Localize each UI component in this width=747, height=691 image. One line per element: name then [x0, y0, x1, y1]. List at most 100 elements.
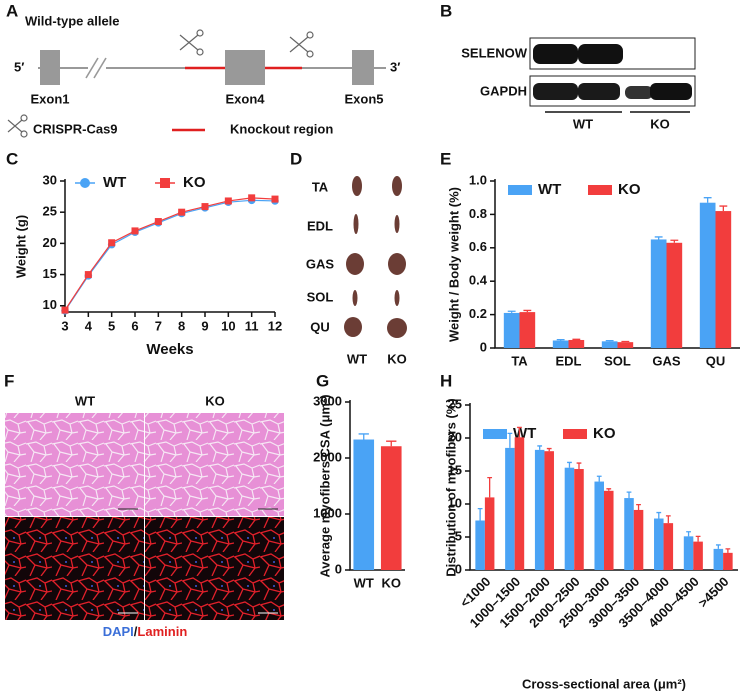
- x-axis-label: Weeks: [146, 341, 193, 358]
- error-bar: [686, 531, 691, 537]
- bar: [475, 520, 485, 570]
- error-bar: [654, 236, 663, 240]
- error-bar: [567, 461, 572, 468]
- bar: [568, 339, 585, 348]
- error-bar: [537, 445, 543, 450]
- y-tick-label: 10: [448, 495, 462, 510]
- bar: [713, 548, 724, 570]
- x-tick-label: TA: [511, 353, 528, 368]
- y-tick-label: 10: [43, 297, 57, 312]
- x-tick-label: SOL: [604, 353, 631, 368]
- legend-swatch: [563, 429, 587, 439]
- marker: [84, 271, 92, 279]
- bar: [633, 509, 644, 570]
- bar: [380, 446, 402, 570]
- blot-band: [625, 86, 653, 99]
- marker: [131, 227, 139, 235]
- marker: [108, 239, 116, 247]
- diagram-title: Wild-type allele: [25, 13, 120, 28]
- marker: [178, 208, 186, 216]
- y-tick-label: 3000: [313, 393, 342, 408]
- y-tick-label: 0: [335, 561, 342, 576]
- error-bar: [703, 197, 712, 203]
- exon-label: Exon5: [344, 91, 383, 106]
- panel-label: C: [6, 149, 18, 168]
- series-line: [64, 197, 276, 311]
- group-label: KO: [387, 351, 407, 366]
- legend-swatch: [483, 429, 507, 439]
- error-bar: [556, 339, 565, 341]
- western-blot: SELENOW GAPDH WT KO: [461, 37, 696, 131]
- bar: [484, 497, 495, 570]
- stain-red: Laminin: [137, 624, 187, 639]
- legend-label: KO: [183, 174, 206, 191]
- y-tick-label: 0.6: [469, 239, 487, 254]
- bar: [505, 447, 515, 570]
- exon-box: [225, 50, 265, 85]
- error-bar: [605, 340, 614, 342]
- error-bar: [546, 447, 552, 452]
- bar: [544, 451, 554, 570]
- blot-band: [578, 44, 623, 64]
- error-bar: [670, 239, 679, 243]
- bar: [723, 552, 733, 570]
- muscle-label: EDL: [307, 218, 333, 233]
- error-bar: [606, 488, 612, 491]
- scissors-icon: [7, 114, 28, 138]
- bar: [594, 481, 604, 570]
- gene-diagram: Wild-type allele 5′ 3′ Exon1 Exon4 Exon5…: [7, 13, 400, 138]
- error-bar: [636, 504, 641, 510]
- x-tick-label: >4500: [695, 574, 731, 610]
- x-tick-label: 7: [155, 318, 162, 333]
- panel-label: E: [440, 149, 451, 168]
- x-tick-label: 9: [201, 318, 208, 333]
- x-tick-label: 3: [61, 318, 68, 333]
- error-bar: [715, 544, 721, 549]
- y-tick-label: 20: [43, 235, 57, 250]
- exon-label: Exon1: [30, 91, 69, 106]
- bar: [552, 340, 569, 348]
- end-label: 5′: [14, 59, 24, 74]
- y-axis-label: Average myofibers CSA (μm²): [317, 394, 332, 577]
- error-bar: [621, 340, 630, 343]
- bar: [663, 523, 674, 570]
- bar: [503, 312, 520, 348]
- legend-swatch: [588, 185, 612, 195]
- bar: [624, 498, 634, 570]
- error-bar: [596, 475, 602, 482]
- legend-label: Knockout region: [230, 121, 333, 136]
- error-bar: [576, 462, 582, 470]
- y-tick-label: 0: [480, 339, 487, 354]
- exon-box: [352, 50, 374, 85]
- x-tick-label: 4: [85, 318, 93, 333]
- x-tick-label: 8: [178, 318, 185, 333]
- y-tick-label: 0: [455, 561, 462, 576]
- panel-label: D: [290, 149, 302, 168]
- y-axis-label: Distribution of myofibers (%): [443, 398, 458, 576]
- marker: [271, 195, 279, 203]
- error-bar: [725, 548, 731, 553]
- muscle-label: TA: [312, 179, 329, 194]
- blot-band: [533, 44, 578, 64]
- x-tick-label: QU: [706, 353, 726, 368]
- y-tick-label: 15: [43, 266, 57, 281]
- he-image: [5, 413, 144, 516]
- bar: [683, 536, 694, 570]
- error-bar: [695, 535, 701, 542]
- blot-band: [533, 83, 578, 100]
- exon-box: [40, 50, 60, 85]
- panel-label: F: [4, 371, 14, 390]
- error-bar: [665, 515, 671, 524]
- bar: [564, 467, 575, 570]
- y-tick-label: 0.2: [469, 306, 487, 321]
- x-axis-label: Cross-sectional area (μm²): [522, 676, 686, 691]
- x-tick-label: WT: [354, 575, 374, 590]
- panel-label: A: [6, 1, 18, 20]
- y-axis-label: Weight / Body weight (%): [446, 187, 461, 342]
- y-axis-label: Weight (g): [13, 215, 28, 278]
- legend-label: CRISPR-Cas9: [33, 121, 118, 136]
- blot-band: [650, 83, 692, 100]
- bar: [699, 202, 716, 348]
- stain-caption: DAPI/Laminin: [103, 624, 188, 639]
